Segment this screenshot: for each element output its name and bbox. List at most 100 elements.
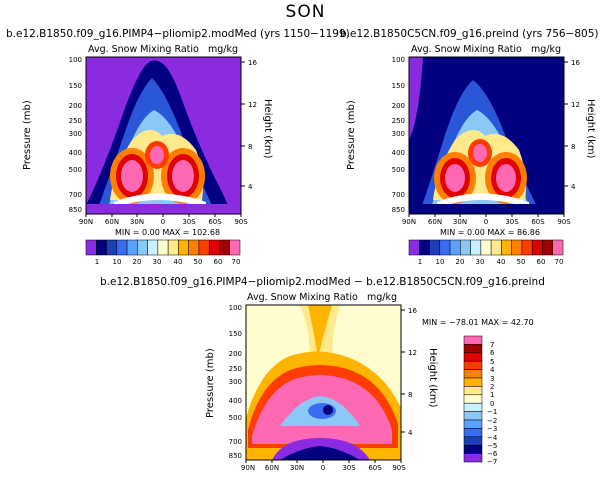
colorbar-label: −4	[487, 434, 498, 442]
panel1-h-tick: 12	[248, 101, 257, 109]
panel2-surface-band	[437, 193, 529, 208]
season-title: SON	[285, 2, 326, 22]
colorbar-label: 70	[555, 258, 564, 266]
panel2-p-tick: 700	[392, 191, 405, 199]
panel2-latitude-ticks: 90N 60N 30N 0 30S 60S 90S	[402, 218, 571, 226]
panel1-x-tick: 90N	[79, 218, 93, 226]
panel1-p-tick: 100	[69, 56, 82, 64]
panel1-p-tick: 700	[69, 191, 82, 199]
panel2-x-tick: 90S	[557, 218, 571, 226]
panel2-x-tick: 90N	[402, 218, 416, 226]
panel3-p-tick: 100	[229, 304, 242, 312]
colorbar-label: 1	[95, 258, 99, 266]
panel1-x-tick: 60S	[208, 218, 222, 226]
colorbar-label: −5	[487, 442, 497, 450]
colorbar-diff: 7 6 5 4 3 2 1 0 −1 −2 −3 −4 −5 −6 −7	[463, 335, 498, 464]
colorbar-label: −7	[487, 458, 497, 464]
panel3-p-tick: 850	[229, 452, 242, 460]
colorbar-label: 60	[214, 258, 223, 266]
panel3-min-max-stats: MIN = −78.01 MAX = 42.70	[422, 318, 534, 327]
colorbar-swatch	[463, 428, 483, 438]
panel1-x-tick: 30N	[130, 218, 144, 226]
panel2-x-tick: 60N	[428, 218, 442, 226]
colorbar-swatch	[490, 239, 502, 256]
colorbar-swatch	[449, 239, 461, 256]
panel1-surface-band	[114, 193, 206, 208]
colorbar-swatch	[470, 239, 482, 256]
panel3-p-tick: 700	[229, 438, 242, 446]
colorbar-label: −2	[487, 417, 497, 425]
colorbar-label: 2	[490, 383, 494, 391]
colorbar-swatch	[552, 239, 564, 256]
panel1-surface-fill	[86, 204, 241, 214]
panel3-contour-level-neg6	[280, 446, 360, 460]
panel2-h-tick: 4	[571, 183, 576, 191]
colorbar-swatch	[542, 239, 553, 256]
panel2-p-tick: 100	[392, 56, 405, 64]
panel1-latitude-ticks: 90N 60N 30N 0 30S 60S 90S	[79, 218, 248, 226]
colorbar-label: −1	[487, 408, 497, 416]
panel3-variable-label: Avg. Snow Mixing Ratio	[247, 292, 358, 303]
panel1-p-tick: 200	[69, 102, 82, 110]
panel2-contour-polar-n	[409, 57, 423, 140]
panel3-p-tick: 150	[229, 330, 242, 338]
panel3-x-tick: 90N	[241, 464, 255, 472]
colorbar-swatch	[460, 239, 471, 256]
colorbar-label: 30	[476, 258, 485, 266]
panel1-plot: 100 150 200 250 300 400 500 700 850 16 1…	[69, 56, 258, 226]
panel1-x-tick: 30S	[182, 218, 196, 226]
panel3-x-tick: 30N	[290, 464, 304, 472]
panel3-h-tick: 4	[408, 429, 413, 437]
panel2-h-tick: 12	[571, 101, 580, 109]
panel1-x-tick: 90S	[234, 218, 248, 226]
colorbar-swatch	[463, 377, 483, 387]
colorbar-swatch	[126, 239, 138, 256]
panel1-tick-marks	[85, 61, 245, 217]
panel2-tick-marks	[408, 61, 568, 217]
colorbar-label: 5	[490, 358, 494, 366]
panel3-x-tick: 90S	[392, 464, 406, 472]
panel1-pressure-ticks: 100 150 200 250 300 400 500 700 850	[69, 56, 82, 214]
panel2-x-tick: 60S	[531, 218, 545, 226]
colorbar-swatch	[463, 411, 483, 421]
panel3-title: b.e12.B1850.f09_g16.PIMP4−pliomip2.modMe…	[100, 276, 545, 288]
colorbar-swatch	[463, 360, 483, 370]
colorbar-swatch	[480, 239, 492, 256]
colorbar-swatch	[137, 239, 148, 256]
colorbar-swatch	[463, 352, 483, 362]
colorbar-swatch	[463, 369, 483, 379]
panel3-x-tick: 0	[321, 464, 325, 472]
panel3-tick-marks	[245, 309, 405, 463]
panel2-h-tick: 16	[571, 59, 580, 67]
colorbar-label: 40	[497, 258, 506, 266]
colorbar-swatch	[463, 419, 483, 429]
colorbar-swatch	[116, 239, 128, 256]
colorbar-label: 1	[490, 391, 494, 399]
colorbar-swatch	[147, 239, 159, 256]
colorbar-swatch	[463, 402, 483, 412]
panel3-p-tick: 400	[229, 397, 242, 405]
panel1-p-tick: 400	[69, 149, 82, 157]
colorbar-diff-labels: 7 6 5 4 3 2 1 0 −1 −2 −3 −4 −5 −6 −7	[487, 341, 498, 464]
colorbar-swatch	[511, 239, 523, 256]
panel1-contour-top-lobe-70	[150, 146, 164, 164]
colorbar-label: 10	[436, 258, 445, 266]
colorbar-swatch	[463, 344, 483, 354]
colorbar-label: 70	[232, 258, 241, 266]
colorbar-swatch	[463, 453, 483, 463]
panel1-min-max-stats: MIN = 0.00 MAX = 102.68	[115, 228, 221, 237]
colorbar-label: 3	[490, 375, 494, 383]
panel3-height-ticks: 16 12 8 4	[408, 307, 417, 437]
panel2-contour-top-lobe-70	[473, 144, 487, 162]
panel1-variable-label: Avg. Snow Mixing Ratio	[88, 44, 199, 55]
panel3-latitude-ticks: 90N 60N 30N 0 30S 60S 90S	[241, 464, 406, 472]
panel3-h-tick: 12	[408, 349, 417, 357]
colorbar-label: 1	[418, 258, 422, 266]
panel2-surface-fill	[409, 204, 564, 214]
panel2-x-tick: 30S	[505, 218, 519, 226]
panel3-x-tick: 60N	[265, 464, 279, 472]
colorbar-swatch	[463, 335, 483, 345]
colorbar-swatch	[521, 239, 533, 256]
panel3-p-tick: 250	[229, 365, 242, 373]
panel1-contour-right-lobe-70	[172, 160, 194, 192]
